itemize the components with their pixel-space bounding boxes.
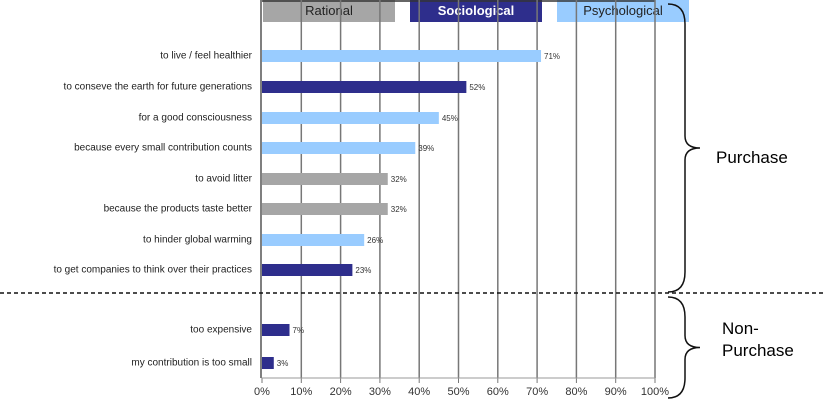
x-tick-label: 30% (368, 386, 391, 398)
x-tick-label: 40% (408, 386, 431, 398)
category-label: to avoid litter (195, 173, 252, 185)
data-label: 52% (469, 83, 485, 92)
bar (262, 264, 353, 276)
data-label: 32% (391, 205, 407, 214)
category-label: my contribution is too small (131, 357, 252, 369)
legend-psychological: Psychological (557, 0, 689, 22)
bar (262, 142, 416, 154)
category-label: because every small contribution counts (74, 142, 252, 154)
x-tick-label: 20% (329, 386, 352, 398)
bar (262, 357, 274, 369)
group-label-line: Non- (722, 319, 759, 338)
category-label: because the products taste better (103, 203, 252, 215)
data-label: 71% (544, 52, 560, 61)
data-label: 39% (418, 144, 434, 153)
bar (262, 173, 388, 185)
bar (262, 203, 388, 215)
x-tick-label: 80% (565, 386, 588, 398)
data-label: 32% (391, 175, 407, 184)
x-tick-label: 10% (290, 386, 313, 398)
bar (262, 81, 467, 93)
bar (262, 50, 542, 62)
x-tick-label: 0% (254, 386, 270, 398)
bar (262, 324, 290, 336)
category-label: to get companies to think over their pra… (53, 264, 252, 276)
category-label: too expensive (190, 324, 252, 336)
bar (262, 234, 365, 246)
group-label-purchase: Purchase (716, 148, 788, 167)
category-label: to conseve the earth for future generati… (63, 81, 252, 93)
x-tick-label: 70% (526, 386, 549, 398)
group-label-line: Purchase (722, 341, 794, 360)
data-label: 45% (442, 114, 458, 123)
x-tick-label: 100% (640, 386, 670, 398)
category-label: for a good consciousness (138, 112, 252, 124)
x-tick-label: 50% (447, 386, 470, 398)
bar (262, 112, 439, 124)
legend-sociological: Sociological (410, 0, 542, 22)
data-label: 3% (277, 359, 289, 368)
brace-non-purchase (667, 296, 701, 399)
x-tick-label: 60% (486, 386, 509, 398)
data-label: 23% (355, 266, 371, 275)
brace-purchase (667, 3, 701, 293)
data-label: 7% (293, 326, 305, 335)
data-label: 26% (367, 236, 383, 245)
category-label: to hinder global warming (143, 234, 252, 246)
group-label-non-purchase: Non- Purchase (722, 318, 794, 362)
category-label: to live / feel healthier (160, 50, 252, 62)
x-tick-label: 90% (604, 386, 627, 398)
